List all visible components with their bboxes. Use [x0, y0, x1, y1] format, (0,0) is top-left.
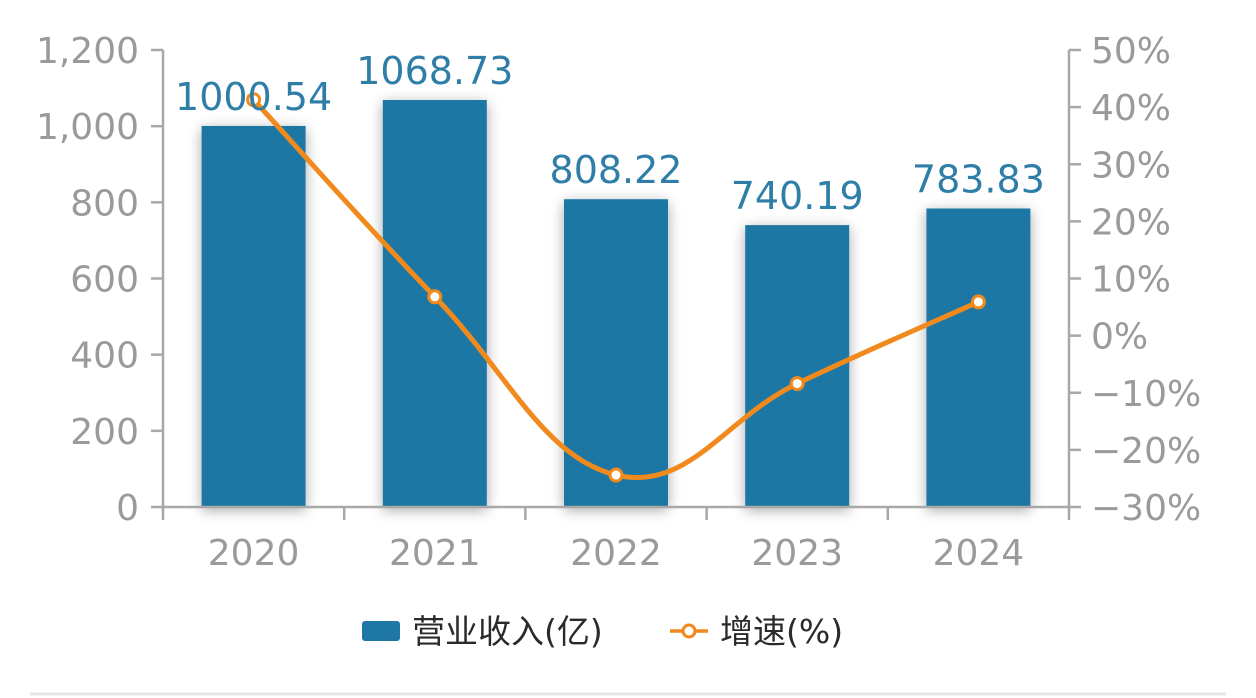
x-tick-label-2022: 2022 — [570, 533, 662, 574]
right-tick-label: −30% — [1091, 488, 1201, 529]
right-tick-label: −20% — [1091, 431, 1201, 472]
x-tick-label-2020: 2020 — [208, 533, 300, 574]
data-labels-layer: 1000.54 1068.73 808.22 740.19 783.83 — [175, 49, 1045, 218]
axes-layer: 0 200 400 600 800 1,000 1,200 −30% −20% −10% 0% 10%… — [36, 31, 1201, 574]
legend-line-label: 增速(%) — [720, 612, 843, 651]
bar-value-label-2024: 783.83 — [912, 157, 1045, 201]
right-tick-label: 20% — [1091, 202, 1171, 243]
growth-point-2022 — [608, 467, 624, 483]
growth-point-2024 — [970, 294, 986, 310]
left-tick-label: 0 — [116, 488, 139, 529]
growth-point-2023 — [789, 376, 805, 392]
left-tick-label: 400 — [70, 336, 139, 377]
bar-2020 — [201, 125, 306, 508]
legend-bar-label: 营业收入(亿) — [412, 612, 603, 651]
legend-line-marker — [681, 623, 697, 639]
left-tick-label: 1,000 — [36, 107, 139, 148]
right-tick-label: −10% — [1091, 374, 1201, 415]
growth-point-2020 — [246, 92, 262, 108]
right-tick-label: 40% — [1091, 88, 1171, 129]
bar-value-label-2021: 1068.73 — [356, 49, 513, 93]
left-tick-label: 600 — [70, 260, 139, 301]
left-tick-label: 1,200 — [36, 31, 139, 72]
legend: 营业收入(亿) 增速(%) — [30, 612, 1226, 696]
right-tick-label: 10% — [1091, 260, 1171, 301]
legend-bar-swatch — [362, 621, 400, 641]
right-tick-label: 50% — [1091, 31, 1171, 72]
growth-point-2021 — [427, 289, 443, 305]
left-tick-label: 200 — [70, 412, 139, 453]
left-tick-label: 800 — [70, 183, 139, 224]
right-tick-label: 30% — [1091, 145, 1171, 186]
bar-2022 — [564, 199, 668, 507]
bar-value-label-2020: 1000.54 — [175, 75, 332, 119]
x-tick-label-2024: 2024 — [933, 533, 1025, 574]
growth-line-layer — [246, 92, 986, 483]
bar-value-label-2022: 808.22 — [550, 148, 683, 192]
x-tick-label-2021: 2021 — [389, 533, 481, 574]
x-tick-label-2023: 2023 — [751, 533, 843, 574]
right-tick-label: 0% — [1091, 317, 1148, 358]
bar-2024 — [926, 208, 1031, 508]
bar-value-label-2023: 740.19 — [731, 174, 864, 218]
